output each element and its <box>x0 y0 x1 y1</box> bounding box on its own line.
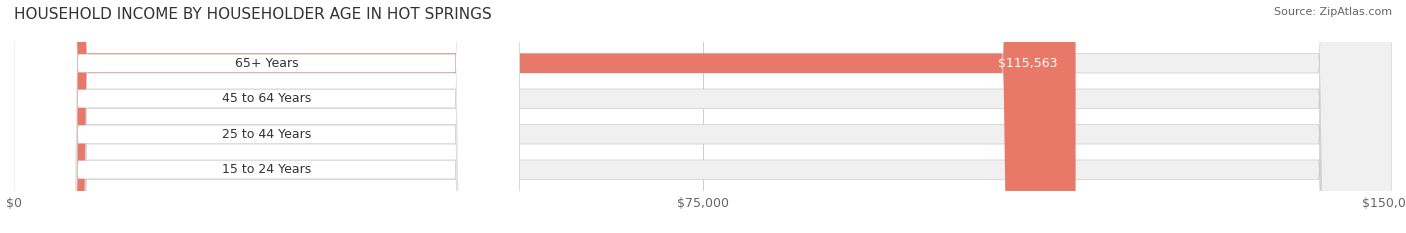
FancyBboxPatch shape <box>14 0 37 233</box>
Text: 25 to 44 Years: 25 to 44 Years <box>222 128 311 141</box>
Text: 15 to 24 Years: 15 to 24 Years <box>222 163 311 176</box>
FancyBboxPatch shape <box>14 0 1392 233</box>
Text: $0: $0 <box>51 163 67 176</box>
Text: 45 to 64 Years: 45 to 64 Years <box>222 92 311 105</box>
FancyBboxPatch shape <box>14 0 519 233</box>
FancyBboxPatch shape <box>14 0 519 233</box>
FancyBboxPatch shape <box>14 0 1392 233</box>
Text: 65+ Years: 65+ Years <box>235 57 298 70</box>
Text: Source: ZipAtlas.com: Source: ZipAtlas.com <box>1274 7 1392 17</box>
FancyBboxPatch shape <box>14 0 1076 233</box>
Text: $0: $0 <box>51 128 67 141</box>
Text: HOUSEHOLD INCOME BY HOUSEHOLDER AGE IN HOT SPRINGS: HOUSEHOLD INCOME BY HOUSEHOLDER AGE IN H… <box>14 7 492 22</box>
FancyBboxPatch shape <box>14 0 519 233</box>
FancyBboxPatch shape <box>14 0 1392 233</box>
FancyBboxPatch shape <box>14 0 37 233</box>
FancyBboxPatch shape <box>14 0 519 233</box>
FancyBboxPatch shape <box>14 0 1392 233</box>
Text: $0: $0 <box>51 92 67 105</box>
FancyBboxPatch shape <box>14 0 37 233</box>
Text: $115,563: $115,563 <box>998 57 1057 70</box>
